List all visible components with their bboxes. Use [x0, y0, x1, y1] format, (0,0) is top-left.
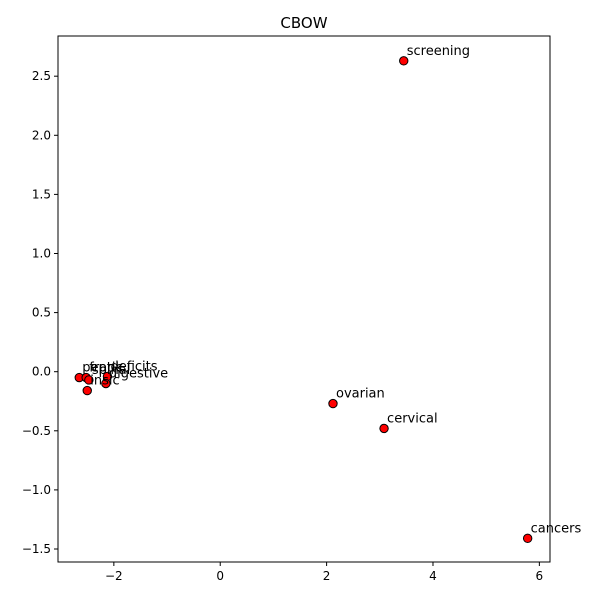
point-labels: screening pepticfrankspinaldeficitsdigest…	[82, 44, 581, 537]
y-tick-label: −1.0	[22, 483, 51, 497]
x-tick-label: 2	[323, 569, 331, 583]
point-label: peptic	[82, 361, 122, 376]
y-tick-label: 0.5	[32, 306, 51, 320]
y-tick-label: 0.0	[32, 365, 51, 379]
plot-frame	[57, 35, 551, 563]
y-tick-label: −1.5	[22, 542, 51, 556]
point-label: frank	[89, 361, 123, 376]
data-point	[84, 375, 94, 385]
point-label: cervical	[387, 411, 438, 426]
data-point	[82, 385, 92, 396]
chart-title: CBOW	[280, 14, 327, 32]
point-label: insic	[90, 374, 119, 389]
point-label: screening	[407, 44, 470, 59]
data-points	[74, 56, 533, 544]
x-tick-label: 4	[429, 569, 437, 583]
point-label: deficits	[110, 359, 157, 374]
data-point	[379, 423, 389, 434]
x-tick-label: −2	[105, 569, 123, 583]
data-point	[328, 398, 338, 409]
x-tick-label: 6	[536, 569, 544, 583]
point-label: ovarian	[336, 387, 385, 402]
y-tick-label: 1.5	[32, 187, 51, 201]
y-tick-label: 1.0	[32, 246, 51, 260]
y-tick-label: 2.5	[32, 69, 51, 83]
y-tick-label: 2.0	[32, 128, 51, 142]
data-point	[101, 378, 111, 389]
data-point	[399, 56, 409, 66]
point-label: cancers	[531, 521, 582, 536]
x-tick-label: 0	[216, 569, 224, 583]
data-point	[522, 533, 533, 544]
point-label: spinal	[92, 363, 130, 378]
axis-ticks: −2 0 2 4 6 −1.5 −1.0 −0.5 0.0 0.5 1.0 1.5 2.0 2.5	[22, 69, 543, 583]
y-tick-label: −0.5	[22, 424, 51, 438]
point-label: digestive	[109, 367, 168, 382]
